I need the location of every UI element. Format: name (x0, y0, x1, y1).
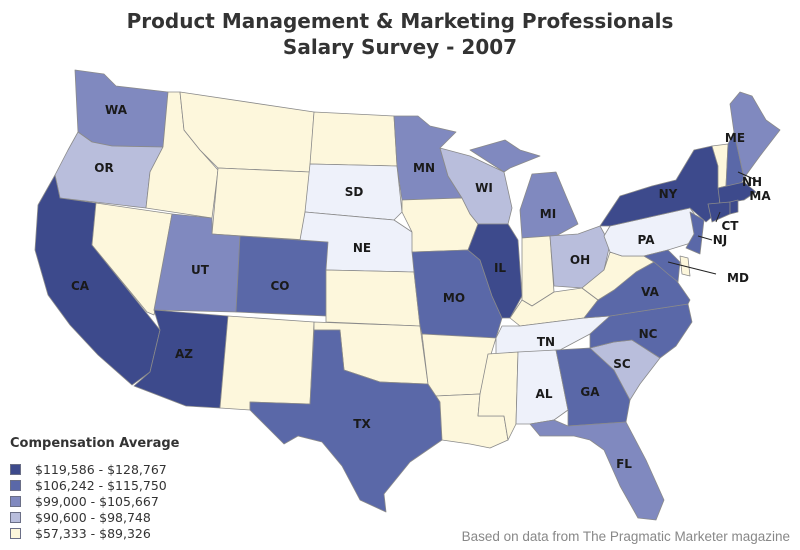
legend-swatch (10, 511, 21, 523)
legend-swatch (10, 479, 21, 491)
label-tn: TN (537, 335, 555, 349)
legend-swatch (10, 463, 21, 475)
state-massachusetts (717, 181, 757, 205)
label-fl: FL (616, 457, 632, 471)
state-kansas (325, 269, 421, 327)
state-ohio (549, 225, 611, 289)
state-maine (729, 91, 781, 179)
source-credit: Based on data from The Pragmatic Markete… (461, 529, 790, 544)
state-new-mexico (219, 315, 315, 411)
leader-line-nj (697, 235, 713, 241)
label-ut: UT (191, 263, 210, 277)
legend-item: $119,586 - $128,767 (10, 461, 179, 477)
label-wi: WI (475, 181, 493, 195)
label-tx: TX (353, 417, 371, 431)
label-ga: GA (580, 385, 600, 399)
state-wyoming (211, 167, 311, 241)
label-pa: PA (638, 233, 656, 247)
state-rhode-island (729, 199, 739, 215)
label-va: VA (641, 285, 659, 299)
label-sd: SD (345, 185, 364, 199)
label-nj: NJ (713, 233, 728, 247)
state-florida (529, 419, 665, 521)
label-co: CO (270, 279, 289, 293)
state-nevada (91, 202, 173, 316)
state-michigan-upper (469, 139, 541, 173)
state-maryland (643, 249, 681, 283)
legend-item: $106,242 - $115,750 (10, 477, 179, 493)
legend-label: $106,242 - $115,750 (35, 477, 167, 493)
label-mo: MO (443, 291, 465, 305)
legend-item: $57,333 - $89,326 (10, 525, 179, 541)
state-north-dakota (309, 111, 398, 167)
legend-label: $57,333 - $89,326 (35, 525, 151, 541)
label-ne: NE (353, 241, 371, 255)
state-texas (249, 329, 443, 513)
label-az: AZ (175, 347, 193, 361)
label-il: IL (494, 261, 506, 275)
label-ma: MA (749, 189, 771, 203)
legend-item: $90,600 - $98,748 (10, 509, 179, 525)
label-al: AL (536, 387, 553, 401)
legend-label: $99,000 - $105,667 (35, 493, 159, 509)
legend-swatch (10, 495, 21, 507)
title-line-1: Product Management & Marketing Professio… (126, 9, 674, 33)
state-colorado (235, 235, 329, 317)
label-ny: NY (659, 187, 678, 201)
leader-line-md (667, 261, 717, 275)
state-south-dakota (304, 163, 403, 221)
label-md: MD (727, 271, 749, 285)
label-oh: OH (570, 253, 590, 267)
title-line-2: Salary Survey - 2007 (282, 35, 518, 59)
state-illinois (467, 223, 523, 319)
label-ca: CA (71, 279, 90, 293)
legend-title: Compensation Average (10, 436, 180, 451)
label-sc: SC (613, 357, 631, 371)
legend-item: $99,000 - $105,667 (10, 493, 179, 509)
label-nc: NC (639, 327, 658, 341)
state-michigan (519, 171, 579, 239)
label-me: ME (725, 131, 745, 145)
chart-title: Product Management & Marketing Professio… (0, 8, 800, 60)
label-mi: MI (540, 207, 556, 221)
label-mn: MN (413, 161, 435, 175)
label-wa: WA (105, 103, 128, 117)
label-nh: NH (742, 175, 762, 189)
legend-swatch (10, 527, 21, 539)
state-new-york (599, 145, 721, 227)
legend-label: $90,600 - $98,748 (35, 509, 151, 525)
legend-label: $119,586 - $128,767 (35, 461, 167, 477)
legend: Compensation Average $119,586 - $128,767… (10, 436, 179, 541)
label-or: OR (94, 161, 113, 175)
leader-line-ct (715, 211, 721, 223)
leader-line-nh (737, 171, 757, 181)
label-ct: CT (722, 219, 740, 233)
